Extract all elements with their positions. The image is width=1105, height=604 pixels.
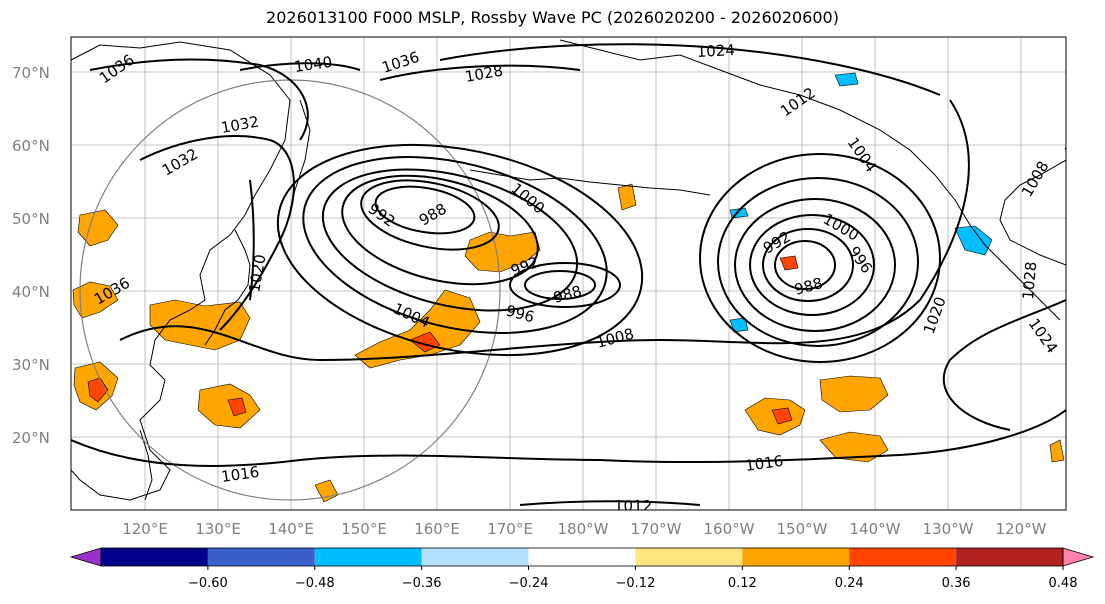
map-title: 2026013100 F000 MSLP, Rossby Wave PC (20…	[266, 8, 839, 27]
contour-1024-north	[439, 43, 941, 96]
contour-988-e	[774, 240, 836, 290]
contour-label: 1016	[220, 463, 260, 486]
shading-region-small-2	[779, 255, 799, 271]
contour-988-w	[374, 185, 476, 235]
lon-tick-label: 130°E	[195, 520, 241, 538]
contour-1020-asia	[249, 179, 255, 301]
contour-996-e	[749, 214, 875, 316]
shading-region-korea	[77, 209, 119, 247]
coast-philippines	[139, 429, 153, 501]
lon-tick-label: 120°E	[122, 520, 168, 538]
lon-tick-label: 160°E	[414, 520, 460, 538]
colorbar-tick-label: −0.24	[509, 576, 549, 591]
lat-tick-label: 30°N	[12, 356, 50, 374]
contour-992-e	[762, 228, 854, 302]
colorbar-extend-high	[1062, 547, 1095, 567]
colorbar-extend-low	[69, 547, 102, 567]
lon-tick-label: 140°W	[850, 520, 901, 538]
contour-label: 1012	[614, 497, 652, 515]
longitude-labels: 120°E 130°E 140°E 150°E 160°E 170°E 180°…	[122, 520, 1046, 538]
contour-1000-w	[321, 168, 579, 312]
contour-1008-e	[699, 153, 941, 363]
rossby-pc-shading	[72, 72, 1066, 503]
lat-tick-label: 70°N	[12, 64, 50, 82]
colorbar-swatch	[101, 548, 208, 566]
contour-1012-outer	[119, 99, 970, 362]
contour-label: 1024	[696, 41, 735, 61]
lon-tick-label: 130°W	[923, 520, 974, 538]
lon-tick-label: 140°E	[268, 520, 314, 538]
colorbar-tick-label: 0.36	[942, 576, 971, 591]
shading-region-south-china-sea	[197, 383, 261, 429]
lat-tick-label: 20°N	[12, 429, 50, 447]
lat-tick-label: 50°N	[12, 210, 50, 228]
contour-1000-e	[734, 198, 896, 332]
colorbar-tick-label: 0.12	[728, 576, 757, 591]
lon-tick-label: 120°W	[996, 520, 1047, 538]
mslp-contours	[71, 43, 1066, 506]
colorbar-swatch	[421, 548, 529, 566]
map-panel: 1036 1040 1036 1028 1024 1032 1032 1012 …	[70, 36, 1067, 515]
lon-tick-label: 170°W	[631, 520, 682, 538]
colorbar-tick-label: −0.36	[402, 576, 442, 591]
colorbar-swatch	[956, 548, 1063, 566]
lon-tick-label: 180°W	[558, 520, 609, 538]
coast-japan	[204, 229, 251, 346]
colorbar-swatch	[207, 548, 315, 566]
contour-1040-asia	[239, 62, 361, 71]
shading-region-cold-1	[954, 225, 993, 256]
contour-1020-east	[942, 299, 1066, 431]
colorbar-swatch	[849, 548, 957, 566]
colorbar-tick-label: −0.12	[616, 576, 656, 591]
colorbar-tick-label: 0.24	[835, 576, 864, 591]
contour-1008-w	[276, 143, 644, 357]
contour-1036-asia	[89, 58, 309, 141]
shading-region-cold-4	[834, 72, 859, 87]
contour-label: 1028	[1019, 261, 1040, 301]
shading-region-east-pacific	[819, 375, 889, 413]
colorbar-swatch	[528, 548, 636, 566]
lat-tick-label: 40°N	[12, 283, 50, 301]
shading-region-east-asia	[72, 281, 119, 319]
contour-1004-w	[302, 156, 608, 334]
contour-992-w	[360, 179, 500, 251]
colorbar-swatch	[635, 548, 743, 566]
contour-1016-south	[71, 409, 1066, 467]
contour-988-s	[524, 270, 596, 300]
shading-region-central-pacific-core	[771, 407, 793, 425]
shading-region-small-3	[1049, 439, 1065, 463]
lon-tick-label: 150°E	[341, 520, 387, 538]
lat-tick-label: 60°N	[12, 137, 50, 155]
lon-tick-label: 170°E	[487, 520, 533, 538]
lon-tick-label: 160°W	[704, 520, 755, 538]
contour-label: 1040	[293, 53, 333, 76]
contour-label: 1016	[744, 452, 784, 475]
colorbar-swatch	[742, 548, 850, 566]
contour-1004-e	[717, 177, 919, 347]
coast-alaska	[559, 39, 1061, 321]
colorbar-tick-label: −0.48	[295, 576, 335, 591]
lon-tick-label: 150°W	[777, 520, 828, 538]
colorbar-swatch	[314, 548, 422, 566]
map-frame	[70, 36, 1067, 511]
colorbar-frame	[100, 547, 1064, 567]
contour-1028-north	[379, 64, 581, 81]
latitude-labels: 70°N 60°N 50°N 40°N 30°N 20°N	[12, 64, 50, 447]
colorbar: −0.60 −0.48 −0.36 −0.24 −0.12 0.12 0.24 0.36 0.4…	[69, 547, 1095, 591]
contour-1012-bottom	[519, 500, 701, 506]
contour-992-s	[509, 262, 621, 308]
coast-north-america	[999, 159, 1066, 266]
colorbar-tick-label: 0.48	[1049, 576, 1078, 591]
contour-996-w	[341, 174, 539, 286]
shading-region-central-north-pacific	[464, 231, 541, 273]
shading-region-south-core	[227, 397, 247, 417]
shading-region-east-asia-core	[87, 377, 109, 403]
shading-region-cold-3	[1064, 147, 1066, 152]
colorbar-tick-label: −0.60	[188, 576, 228, 591]
